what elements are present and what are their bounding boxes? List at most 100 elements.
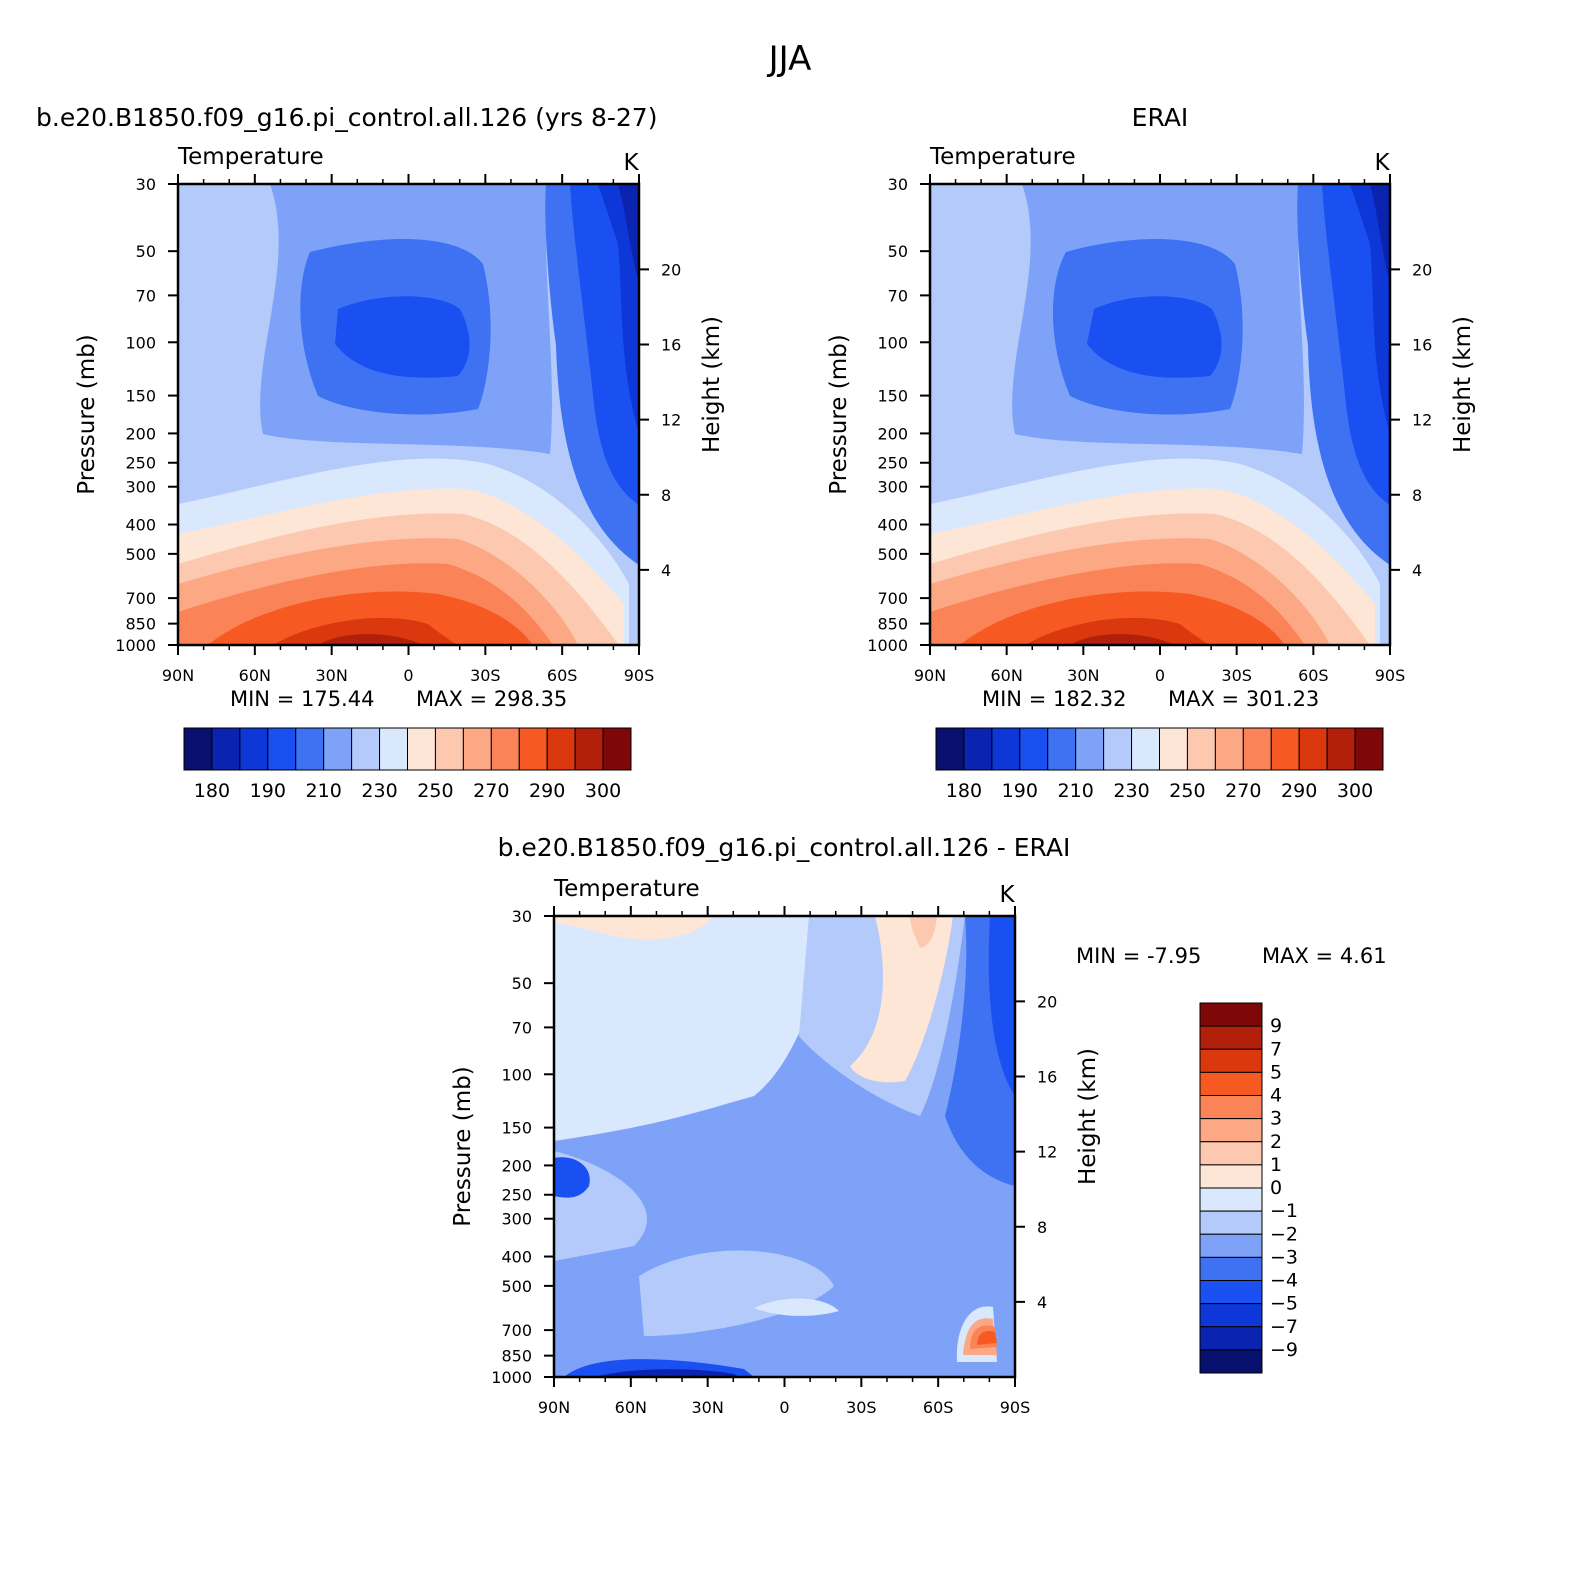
colorbar-box <box>518 727 548 771</box>
colorbar-box <box>1199 1048 1263 1073</box>
y-tick-label: 500 <box>501 1277 532 1296</box>
colorbar-box <box>1354 727 1384 771</box>
colorbar-box <box>1214 727 1244 771</box>
colorbar-label: 3 <box>1270 1108 1282 1130</box>
y2-tick-label: 12 <box>1412 411 1432 430</box>
y-tick-label: 30 <box>888 175 908 194</box>
panel-units: K <box>1374 150 1390 176</box>
min-label: MIN = -7.95 <box>1076 944 1201 968</box>
colorbar-label: 210 <box>1058 780 1094 802</box>
contour-band-5 <box>754 1298 839 1316</box>
x-tick-label: 60S <box>547 666 578 685</box>
y-axis-label: Pressure (mb) <box>826 334 852 494</box>
colorbar-label: 230 <box>361 780 397 802</box>
y-tick-label: 700 <box>501 1321 532 1340</box>
colorbar-label: 190 <box>1002 780 1038 802</box>
panels: b.e20.B1850.f09_g16.pi_control.all.126 (… <box>36 103 1476 1417</box>
y-tick-label: 850 <box>877 615 908 634</box>
colorbar-box <box>1047 727 1077 771</box>
y2-tick-label: 8 <box>661 486 671 505</box>
contour-band-7 <box>618 184 639 284</box>
x-tick-label: 60N <box>991 666 1023 685</box>
y-tick-label: 250 <box>877 454 908 473</box>
y2-tick-label: 16 <box>661 336 681 355</box>
colorbar-box <box>1242 727 1272 771</box>
colorbar-box <box>602 727 632 771</box>
colorbar-label: 190 <box>250 780 286 802</box>
colorbar-label: −7 <box>1270 1316 1298 1338</box>
contour-band-3 <box>1087 296 1222 378</box>
contour-band-17 <box>977 1331 997 1345</box>
colorbar-box <box>1159 727 1188 771</box>
colorbar-box <box>434 727 464 771</box>
max-label: MAX = 301.23 <box>1168 687 1319 711</box>
panel-variable-title: Temperature <box>177 144 324 170</box>
y2-tick-label: 4 <box>1037 1293 1047 1312</box>
y-tick-label: 70 <box>512 1018 532 1037</box>
x-tick-label: 90N <box>538 1398 570 1417</box>
y-axis-label: Pressure (mb) <box>450 1066 476 1226</box>
contour-band-11 <box>554 1157 590 1198</box>
y2-tick-label: 16 <box>1412 336 1432 355</box>
y2-tick-label: 20 <box>1037 992 1057 1011</box>
contour-field <box>930 184 1390 645</box>
colorbar-box <box>323 727 353 771</box>
colorbar-box <box>1199 1071 1263 1096</box>
y-axis-label: Pressure (mb) <box>74 334 100 494</box>
colorbar-label: 0 <box>1270 1177 1282 1199</box>
y-tick-label: 250 <box>125 454 156 473</box>
colorbar-label: 1 <box>1270 1154 1282 1176</box>
contour-band-15 <box>318 634 423 645</box>
y-tick-label: 50 <box>136 242 156 261</box>
colorbar-box <box>1199 1210 1263 1235</box>
colorbar-box <box>351 727 381 771</box>
colorbar-label: 4 <box>1270 1085 1282 1107</box>
y-tick-label: 200 <box>877 424 908 443</box>
min-label: MIN = 182.32 <box>982 687 1126 711</box>
x-tick-label: 30N <box>692 1398 724 1417</box>
colorbar-box <box>1199 1326 1263 1351</box>
x-tick-label: 30S <box>470 666 501 685</box>
colorbar-box <box>1199 1349 1263 1374</box>
contour-band-15 <box>1070 634 1175 645</box>
contour-band-13 <box>960 591 1285 645</box>
x-tick-label: 90N <box>162 666 194 685</box>
y2-tick-label: 12 <box>661 411 681 430</box>
y-tick-label: 300 <box>501 1210 532 1229</box>
colorbar-box <box>1199 1025 1263 1050</box>
max-label: MAX = 298.35 <box>416 687 567 711</box>
x-tick-label: 90S <box>1000 1398 1031 1417</box>
colorbar-box <box>183 727 213 771</box>
y-tick-label: 50 <box>888 242 908 261</box>
contour-band-3 <box>335 296 470 378</box>
contour-band-4 <box>639 1250 834 1336</box>
contour-band-8 <box>910 916 937 948</box>
colorbar-label: 290 <box>529 780 565 802</box>
colorbar-label: 230 <box>1113 780 1149 802</box>
x-tick-label: 30N <box>1067 666 1099 685</box>
colorbar-label: 270 <box>473 780 509 802</box>
colorbar-label: 300 <box>1337 780 1373 802</box>
colorbar-label: 250 <box>417 780 453 802</box>
colorbar-label: 300 <box>585 780 621 802</box>
colorbar-box <box>462 727 492 771</box>
colorbar: 180 190 210 230 250 270 290 300 <box>935 727 1384 802</box>
y-tick-label: 50 <box>512 974 532 993</box>
colorbar-label: −9 <box>1270 1339 1298 1361</box>
y-tick-label: 400 <box>125 516 156 535</box>
x-tick-label: 0 <box>1155 666 1165 685</box>
contour-band-6 <box>598 184 639 434</box>
y-tick-label: 1000 <box>115 636 156 655</box>
max-label: MAX = 4.61 <box>1262 944 1387 968</box>
contour-band-6 <box>1350 184 1390 434</box>
colorbar-label: −5 <box>1270 1293 1298 1315</box>
y-tick-label: 150 <box>125 387 156 406</box>
y-tick-label: 300 <box>125 478 156 497</box>
x-tick-label: 30S <box>1221 666 1252 685</box>
colorbar-box <box>211 727 241 771</box>
colorbar-box <box>1075 727 1105 771</box>
contour-band-13 <box>208 591 533 645</box>
colorbar-box <box>1199 1118 1263 1143</box>
